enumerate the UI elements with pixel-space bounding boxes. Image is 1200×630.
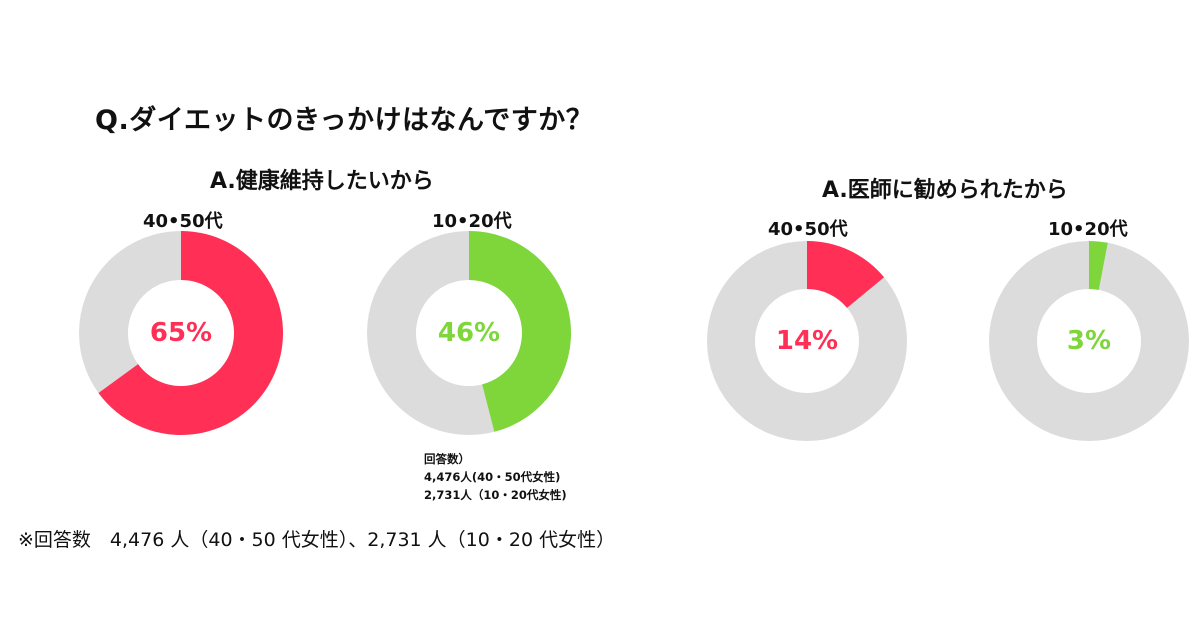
donut-chart-health-40-50: 65%	[79, 231, 283, 435]
donut-slice-3	[1089, 241, 1108, 290]
donut-slice-1	[469, 231, 572, 432]
donut-value-label-2: 14%	[776, 326, 838, 356]
legend-heading: 回答数）	[424, 452, 470, 466]
footnote: ※回答数 4,476 人（40・50 代女性）、2,731 人（10・20 代女…	[18, 529, 616, 551]
age-label-doctor-40-50: 40•50代	[768, 219, 848, 240]
group-title-doctor: A.医師に勧められたから	[822, 178, 1068, 203]
donut-value-label-1: 46%	[438, 318, 500, 348]
donut-value-label-0: 65%	[150, 318, 212, 348]
question-title: Q.ダイエットのきっかけはなんですか？	[95, 105, 594, 136]
response-count-legend: 回答数） 4,476人(40・50代女性) 2,731人（10・20代女性)	[424, 450, 567, 504]
donut-slice-2	[807, 241, 885, 308]
donut-value-label-3: 3%	[1067, 326, 1111, 356]
legend-line-40-50: 4,476人(40・50代女性)	[424, 470, 561, 484]
age-label-health-10-20: 10•20代	[432, 211, 512, 232]
age-label-health-40-50: 40•50代	[143, 211, 223, 232]
donut-slice-0	[98, 231, 283, 435]
legend-line-10-20: 2,731人（10・20代女性)	[424, 488, 567, 502]
donut-chart-health-10-20: 46%	[367, 231, 572, 435]
group-title-health: A.健康維持したいから	[210, 169, 434, 194]
donut-chart-doctor-10-20: 3%	[989, 241, 1189, 441]
age-label-doctor-10-20: 10•20代	[1048, 219, 1128, 240]
donut-chart-doctor-40-50: 14%	[707, 241, 907, 441]
